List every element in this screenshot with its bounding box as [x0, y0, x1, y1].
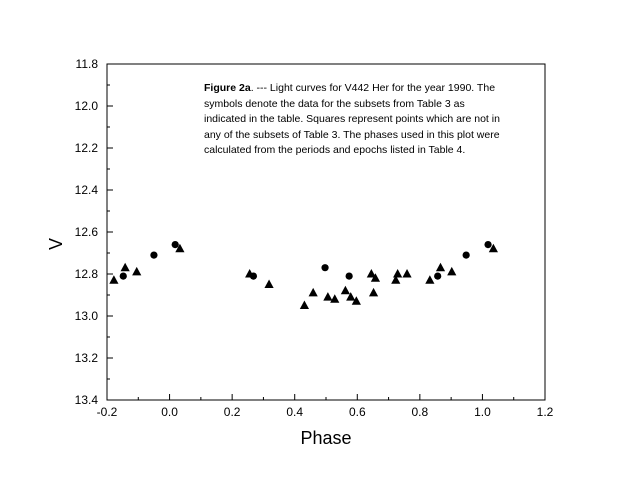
x-tick-label: 0.0: [161, 405, 178, 419]
data-point-triangle: [393, 269, 403, 278]
data-point-triangle: [323, 292, 333, 301]
y-axis-title: V: [46, 238, 66, 250]
caption-text: . --- Light curves for V442 Her for the …: [204, 82, 500, 157]
data-point-triangle: [425, 275, 435, 284]
data-point-triangle: [264, 279, 274, 288]
data-point-triangle: [340, 285, 350, 295]
y-tick-label: 12.4: [75, 183, 99, 197]
data-point-triangle: [402, 269, 412, 278]
x-tick-label: 0.4: [286, 405, 303, 419]
axis-ticks: -0.2 0.0 0.2 0.4 0.6 0.8 1.0 1.2 11.8 12.0 12.2 12.…: [75, 57, 554, 419]
data-point-triangle: [391, 275, 401, 284]
data-point-circle: [345, 272, 353, 280]
x-tick-label: 0.8: [412, 405, 429, 419]
y-tick-label: 12.8: [75, 267, 99, 281]
y-tick-label: 11.8: [76, 57, 99, 71]
y-tick-label: 13.2: [75, 351, 99, 365]
data-point-triangle: [245, 269, 255, 278]
data-point-circle: [321, 264, 329, 272]
data-point-circle: [150, 251, 158, 259]
y-tick-label: 13.4: [75, 393, 99, 407]
y-tick-label: 13.0: [75, 309, 99, 323]
figure-caption: Figure 2a. --- Light curves for V442 Her…: [204, 81, 504, 159]
data-point-triangle: [330, 294, 340, 303]
data-point-triangle: [488, 243, 498, 253]
data-point-triangle: [366, 269, 376, 278]
x-tick-label: -0.2: [97, 405, 118, 419]
x-tick-label: 1.2: [537, 405, 554, 419]
x-tick-label: 1.0: [474, 405, 491, 419]
x-axis-title: Phase: [300, 428, 351, 448]
x-tick-label: 0.2: [224, 405, 241, 419]
data-point-circle: [434, 272, 442, 280]
data-point-triangle: [370, 273, 381, 282]
caption-lead: Figure 2a: [204, 82, 251, 94]
y-tick-label: 12.2: [75, 141, 99, 155]
data-point-circle: [119, 272, 127, 280]
data-point-triangle: [120, 262, 130, 272]
data-point-triangle: [447, 266, 457, 276]
data-point-triangle: [109, 275, 119, 284]
y-tick-label: 12.6: [75, 225, 99, 239]
x-tick-label: 0.6: [349, 405, 366, 419]
data-point-triangle: [175, 243, 185, 253]
data-point-circle: [462, 251, 470, 259]
data-points: [109, 241, 498, 309]
data-point-circle: [484, 241, 492, 249]
data-point-triangle: [308, 287, 318, 297]
data-point-triangle: [299, 300, 310, 309]
data-point-circle: [171, 241, 179, 249]
data-point-triangle: [435, 262, 446, 272]
data-point-triangle: [346, 292, 356, 301]
data-point-triangle: [368, 287, 379, 297]
y-tick-label: 12.0: [75, 99, 99, 113]
data-point-triangle: [351, 296, 361, 305]
data-point-triangle: [132, 266, 142, 276]
